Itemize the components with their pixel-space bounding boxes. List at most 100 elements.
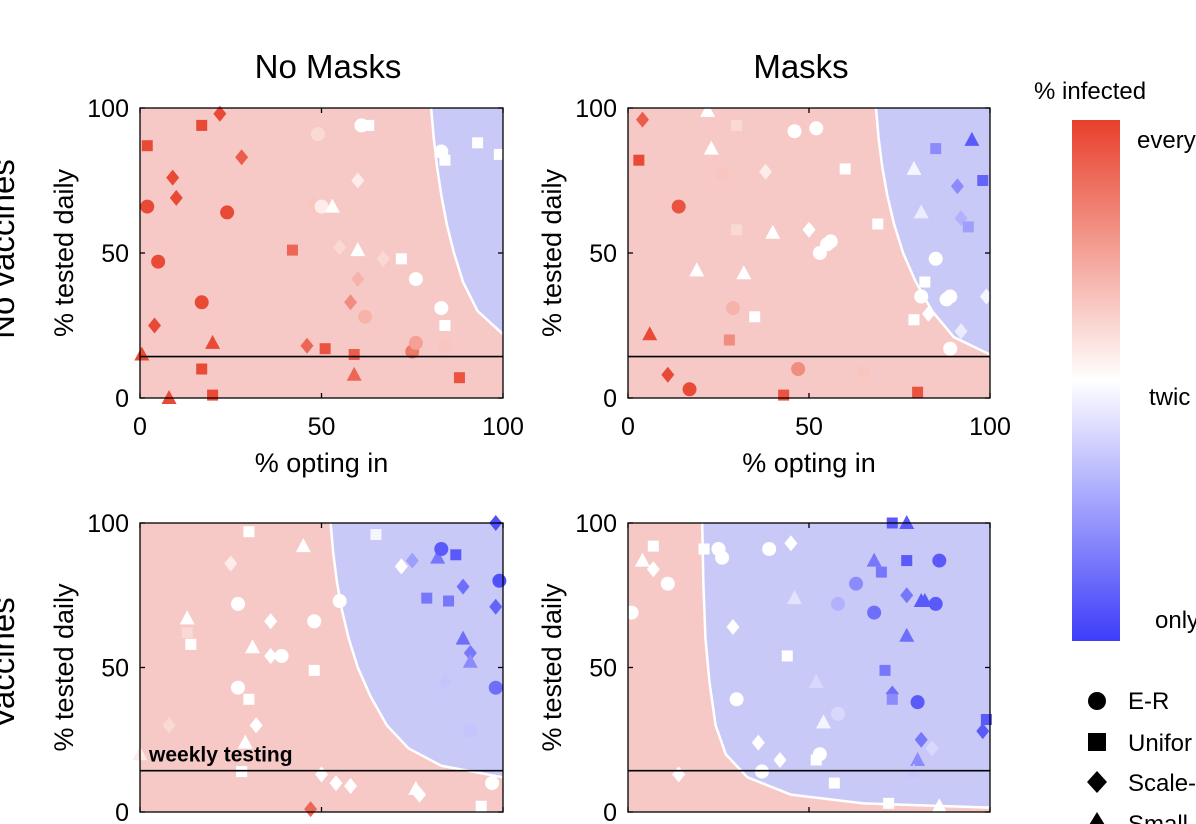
- panel-no-vaccines-no-masks: 00 50 50 100 100 % opting in % tested daily: [49, 95, 524, 478]
- y-tick-label: 50: [589, 240, 617, 268]
- data-point-triangle: [642, 326, 658, 341]
- data-point-square: [962, 221, 974, 233]
- data-point-square: [872, 218, 884, 230]
- data-point-square: [647, 540, 659, 552]
- colorbar-label-mid: twic: [1149, 384, 1190, 411]
- data-point-square: [908, 314, 920, 326]
- data-point-diamond: [394, 558, 408, 575]
- data-point-circle: [725, 301, 740, 316]
- data-point-diamond: [333, 239, 347, 256]
- data-point-triangle: [689, 262, 705, 277]
- data-point-diamond: [489, 598, 503, 615]
- data-point-diamond: [224, 555, 238, 572]
- data-point-triangle: [787, 590, 803, 605]
- panel-vaccines-no-masks: weekly testing 0 50 100 % tested daily: [49, 510, 507, 824]
- data-point-circle: [434, 301, 449, 316]
- data-point-square: [839, 163, 851, 175]
- data-point-diamond: [264, 613, 278, 630]
- data-point-square: [207, 389, 219, 401]
- data-point-diamond: [169, 189, 183, 206]
- row-label-vaccines: Vaccines: [0, 597, 21, 728]
- data-point-triangle: [906, 160, 922, 175]
- data-point-square: [243, 693, 255, 705]
- data-point-square: [286, 244, 298, 256]
- colorbar-title: % infected: [1034, 78, 1146, 105]
- y-tick-label: 0: [115, 385, 129, 413]
- data-point-square: [633, 154, 645, 166]
- data-point-diamond: [751, 734, 765, 751]
- data-point-diamond: [351, 172, 365, 189]
- data-point-square: [912, 386, 924, 398]
- data-point-diamond: [162, 717, 176, 734]
- data-point-diamond: [463, 645, 477, 662]
- data-point-circle: [310, 127, 325, 142]
- column-title-masks: Masks: [753, 48, 848, 85]
- marker-legend: E-R Unifor Scale- Small: [1087, 688, 1196, 824]
- data-point-square: [901, 555, 913, 567]
- data-point-circle: [830, 706, 845, 721]
- data-point-triangle: [324, 198, 340, 213]
- data-point-triangle: [179, 610, 195, 625]
- data-point-square: [879, 664, 891, 676]
- data-point-circle: [914, 289, 929, 304]
- y-tick-label: 0: [603, 799, 617, 824]
- data-point-triangle: [462, 653, 478, 668]
- data-point-circle: [812, 747, 827, 762]
- data-point-circle: [715, 550, 730, 565]
- data-point-diamond: [405, 552, 419, 569]
- data-point-square: [475, 800, 487, 812]
- legend-label-er: E-R: [1128, 688, 1169, 715]
- data-point-triangle: [736, 265, 752, 280]
- x-axis-label: % opting in: [742, 448, 876, 478]
- colorbar: % infected every twic only: [1034, 78, 1196, 641]
- data-point-diamond: [954, 323, 968, 340]
- data-point-square: [185, 638, 197, 650]
- data-point-square: [453, 372, 465, 384]
- region-below-baseline: [431, 108, 503, 398]
- x-tick-label: 100: [969, 413, 1011, 441]
- y-tick-label: 50: [589, 655, 617, 683]
- weekly-testing-annotation: weekly testing: [148, 744, 293, 767]
- data-point-square: [781, 650, 793, 662]
- legend-marker-square: [1088, 733, 1106, 751]
- data-point-triangle: [634, 552, 650, 567]
- boundary-curve: [329, 522, 504, 779]
- data-point-circle: [358, 309, 373, 324]
- data-point-diamond: [344, 777, 358, 794]
- data-point-diamond: [376, 250, 390, 267]
- data-point-circle: [809, 121, 824, 136]
- data-point-circle: [434, 542, 449, 557]
- data-point-circle: [830, 596, 845, 611]
- boundary-curve: [874, 107, 991, 356]
- data-point-square: [883, 797, 895, 809]
- data-point-circle: [463, 724, 478, 739]
- data-point-triangle: [295, 538, 311, 553]
- data-point-triangle: [237, 734, 253, 749]
- data-point-square: [749, 311, 761, 323]
- y-tick-label: 0: [603, 385, 617, 413]
- data-point-triangle: [913, 204, 929, 219]
- data-point-diamond: [900, 587, 914, 604]
- x-axis-label: % opting in: [255, 448, 389, 478]
- data-point-square: [450, 549, 462, 561]
- data-point-circle: [910, 695, 925, 710]
- data-point-triangle: [350, 242, 366, 257]
- data-point-triangle: [964, 131, 980, 146]
- legend-label-uniform: Unifor: [1128, 730, 1192, 757]
- data-point-diamond: [759, 163, 773, 180]
- data-point-diamond: [726, 619, 740, 636]
- region-below-baseline: [330, 523, 503, 812]
- data-point-square: [723, 334, 735, 346]
- data-point-square: [977, 175, 989, 186]
- data-point-circle: [787, 124, 802, 139]
- data-point-circle: [231, 596, 246, 611]
- data-point-diamond: [921, 305, 935, 322]
- data-point-diamond: [438, 673, 452, 690]
- data-point-triangle: [910, 751, 926, 766]
- data-point-triangle: [815, 714, 831, 729]
- legend-marker-circle: [1088, 692, 1106, 710]
- data-point-triangle: [899, 515, 915, 529]
- data-point-circle: [624, 605, 639, 620]
- data-point-diamond: [976, 723, 990, 740]
